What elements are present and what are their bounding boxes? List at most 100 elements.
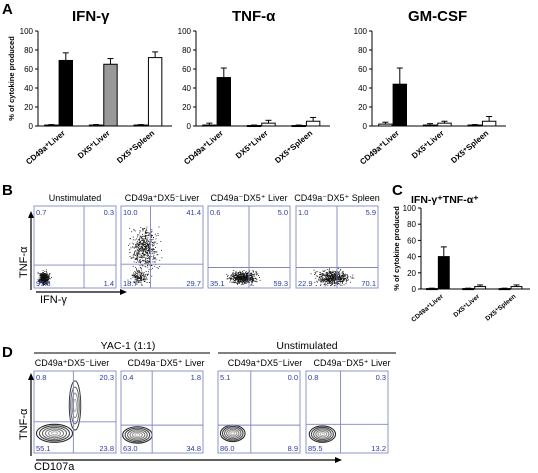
flow-event xyxy=(147,245,149,247)
flow-event xyxy=(143,273,145,275)
contour-line xyxy=(221,425,244,441)
flow-event xyxy=(139,260,140,262)
flow-event xyxy=(48,280,50,282)
flow-event xyxy=(237,274,239,276)
flow-event xyxy=(137,247,139,249)
flow-event xyxy=(144,279,146,281)
bar xyxy=(291,125,306,128)
flow-event xyxy=(240,275,242,277)
flow-event xyxy=(330,271,332,273)
flow-event xyxy=(244,281,246,283)
flow-event xyxy=(322,279,324,281)
flow-event xyxy=(139,230,141,232)
flow-event xyxy=(144,265,146,267)
flow-event xyxy=(140,240,142,242)
bar xyxy=(88,124,104,127)
flow-event xyxy=(140,243,142,245)
flow-event xyxy=(145,232,147,234)
flow-event xyxy=(141,279,143,281)
flow-event xyxy=(137,258,139,260)
flow-event xyxy=(242,283,244,285)
flow-event xyxy=(315,273,316,275)
flow-event xyxy=(145,254,147,256)
flow-event xyxy=(351,276,353,278)
flow-event xyxy=(43,284,45,286)
flow-event xyxy=(251,274,253,276)
flow-event xyxy=(142,238,144,240)
flow-event xyxy=(243,274,245,276)
y-tick-label: 60 xyxy=(24,65,33,74)
flow-event xyxy=(243,275,245,277)
flow-event xyxy=(231,276,233,278)
flow-event xyxy=(136,276,138,278)
flow-event xyxy=(137,272,139,274)
contour-line xyxy=(308,425,337,443)
flow-event xyxy=(140,247,141,249)
flow-event xyxy=(41,279,43,281)
flow-event xyxy=(151,244,153,245)
flow-event xyxy=(129,243,131,245)
flow-event xyxy=(147,244,149,245)
flow-event xyxy=(320,283,322,285)
flow-event xyxy=(141,250,143,252)
flow-event xyxy=(244,280,246,282)
flow-event xyxy=(335,275,337,277)
flow-event xyxy=(238,275,240,277)
flow-event xyxy=(146,226,148,228)
flow-event xyxy=(343,279,344,281)
flow-event xyxy=(45,283,47,285)
flow-event xyxy=(324,278,326,280)
quadrant-value-lower-left: 86.0 xyxy=(220,444,235,453)
flow-event xyxy=(138,270,140,272)
y-tick-label: 60 xyxy=(182,65,191,74)
flow-event xyxy=(241,278,242,280)
flow-event xyxy=(140,256,142,258)
flow-event xyxy=(147,247,149,249)
flow-event xyxy=(250,277,252,279)
flow-event xyxy=(144,281,146,283)
flow-event xyxy=(156,267,158,269)
flow-event xyxy=(247,275,249,277)
flow-event xyxy=(161,249,163,251)
flow-event xyxy=(246,279,247,281)
flow-event xyxy=(247,279,249,281)
flow-event xyxy=(235,273,237,275)
flow-event xyxy=(136,240,138,242)
flow-event xyxy=(232,279,234,281)
flow-event xyxy=(146,232,148,234)
y-tick-label: 0 xyxy=(29,122,34,131)
flow-event xyxy=(142,235,144,237)
flow-event xyxy=(41,272,43,274)
flow-event xyxy=(140,282,142,284)
flow-event xyxy=(250,274,252,276)
chart-title: IFN-γ xyxy=(72,8,110,25)
flow-event xyxy=(327,278,329,280)
flow-event xyxy=(38,276,40,278)
flow-event xyxy=(139,277,141,278)
flow-event xyxy=(143,244,145,246)
flow-event xyxy=(154,241,156,243)
flow-event xyxy=(148,252,150,254)
flow-event xyxy=(333,275,335,277)
flow-event xyxy=(137,246,139,248)
flow-event xyxy=(150,256,152,257)
flow-event xyxy=(252,280,254,282)
flow-event xyxy=(252,280,254,282)
flow-event xyxy=(42,284,44,286)
flow-event xyxy=(253,274,255,275)
flow-event xyxy=(151,235,153,237)
flow-event xyxy=(245,271,247,273)
flow-event xyxy=(39,279,41,281)
flow-event xyxy=(139,243,140,245)
flow-event xyxy=(251,278,253,280)
flow-event xyxy=(242,276,244,278)
flow-event xyxy=(135,266,136,268)
flow-event xyxy=(148,250,150,252)
flow-event xyxy=(39,281,41,283)
flow-event xyxy=(339,283,341,285)
flow-event xyxy=(42,281,44,282)
contour-line xyxy=(41,426,68,440)
flow-event xyxy=(332,273,333,275)
flow-event xyxy=(45,269,47,271)
flow-event xyxy=(250,281,252,283)
